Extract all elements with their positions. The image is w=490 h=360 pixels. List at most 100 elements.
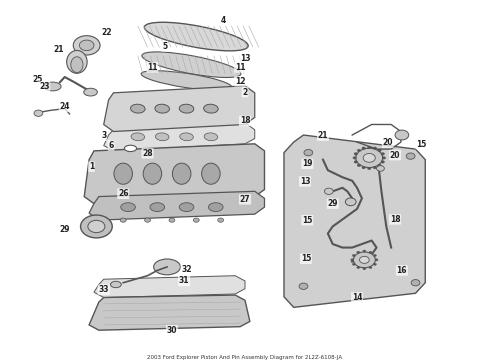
Ellipse shape: [373, 263, 376, 265]
Polygon shape: [89, 191, 265, 220]
Text: 13: 13: [300, 177, 310, 186]
Text: 20: 20: [390, 150, 400, 159]
Ellipse shape: [114, 163, 132, 184]
Ellipse shape: [373, 255, 376, 257]
Ellipse shape: [155, 104, 170, 113]
Ellipse shape: [352, 263, 355, 265]
Text: 1: 1: [89, 162, 94, 171]
Text: 2003 Ford Explorer Piston And Pin Assembly Diagram for 2L2Z-6108-JA: 2003 Ford Explorer Piston And Pin Assemb…: [147, 355, 343, 360]
Text: 16: 16: [396, 266, 407, 275]
Ellipse shape: [363, 267, 366, 270]
Ellipse shape: [353, 157, 356, 159]
Ellipse shape: [124, 145, 137, 152]
Ellipse shape: [111, 281, 121, 288]
Text: 11: 11: [235, 63, 245, 72]
Ellipse shape: [406, 153, 415, 159]
Text: 29: 29: [59, 225, 70, 234]
Ellipse shape: [179, 104, 194, 113]
Text: 32: 32: [181, 265, 192, 274]
Ellipse shape: [172, 163, 191, 184]
Ellipse shape: [381, 161, 385, 163]
Polygon shape: [94, 276, 245, 297]
Ellipse shape: [351, 259, 354, 261]
Text: 12: 12: [235, 77, 245, 86]
Ellipse shape: [357, 266, 360, 269]
Ellipse shape: [169, 218, 175, 222]
Ellipse shape: [382, 157, 386, 159]
Text: 22: 22: [101, 28, 111, 37]
Ellipse shape: [88, 220, 105, 233]
Text: 6: 6: [108, 141, 114, 150]
Ellipse shape: [381, 153, 385, 155]
Ellipse shape: [357, 164, 361, 167]
Polygon shape: [84, 144, 265, 204]
Ellipse shape: [368, 146, 371, 149]
Text: 23: 23: [39, 82, 49, 91]
Ellipse shape: [131, 133, 145, 141]
Text: 21: 21: [318, 131, 328, 140]
Ellipse shape: [80, 215, 112, 238]
Text: 15: 15: [301, 254, 311, 263]
Ellipse shape: [304, 149, 313, 156]
Ellipse shape: [369, 266, 372, 269]
Ellipse shape: [357, 149, 361, 152]
Text: 3: 3: [101, 131, 106, 140]
Ellipse shape: [202, 163, 220, 184]
Ellipse shape: [363, 250, 366, 252]
Polygon shape: [284, 135, 425, 307]
Ellipse shape: [71, 57, 83, 73]
Ellipse shape: [154, 259, 180, 275]
Text: 28: 28: [142, 149, 153, 158]
Text: 29: 29: [327, 199, 338, 208]
Ellipse shape: [204, 104, 218, 113]
Text: 15: 15: [416, 140, 427, 149]
Ellipse shape: [73, 36, 100, 55]
Ellipse shape: [145, 218, 150, 222]
Ellipse shape: [155, 133, 169, 141]
Text: 5: 5: [162, 42, 167, 51]
Ellipse shape: [357, 251, 360, 253]
Ellipse shape: [208, 203, 223, 212]
Ellipse shape: [150, 203, 165, 212]
Text: 33: 33: [98, 285, 109, 294]
Ellipse shape: [34, 110, 43, 116]
Polygon shape: [89, 295, 250, 330]
Ellipse shape: [44, 82, 61, 91]
Text: 18: 18: [240, 116, 250, 125]
Ellipse shape: [194, 218, 199, 222]
Ellipse shape: [368, 167, 371, 170]
Ellipse shape: [356, 148, 383, 167]
Ellipse shape: [299, 283, 308, 289]
Text: 4: 4: [220, 16, 226, 25]
Polygon shape: [104, 86, 255, 131]
Ellipse shape: [362, 147, 366, 149]
Ellipse shape: [121, 203, 135, 212]
Ellipse shape: [345, 198, 356, 206]
Ellipse shape: [353, 252, 375, 268]
Ellipse shape: [395, 130, 409, 140]
Ellipse shape: [180, 133, 194, 141]
Text: 15: 15: [302, 216, 313, 225]
Text: 18: 18: [390, 215, 400, 224]
Ellipse shape: [354, 161, 357, 163]
Ellipse shape: [179, 203, 194, 212]
Ellipse shape: [373, 147, 376, 149]
Ellipse shape: [67, 50, 87, 73]
Ellipse shape: [204, 133, 218, 141]
Ellipse shape: [79, 40, 94, 51]
Ellipse shape: [84, 88, 98, 96]
Ellipse shape: [360, 256, 369, 264]
Text: 21: 21: [53, 45, 64, 54]
Ellipse shape: [145, 22, 248, 51]
Ellipse shape: [369, 251, 372, 253]
Text: 11: 11: [147, 63, 158, 72]
Text: 26: 26: [118, 189, 128, 198]
Ellipse shape: [218, 218, 223, 222]
Ellipse shape: [324, 188, 333, 194]
Ellipse shape: [375, 259, 378, 261]
Ellipse shape: [130, 104, 145, 113]
Ellipse shape: [363, 153, 375, 162]
Text: 27: 27: [240, 195, 250, 204]
Text: 19: 19: [302, 159, 313, 168]
Ellipse shape: [378, 164, 381, 167]
